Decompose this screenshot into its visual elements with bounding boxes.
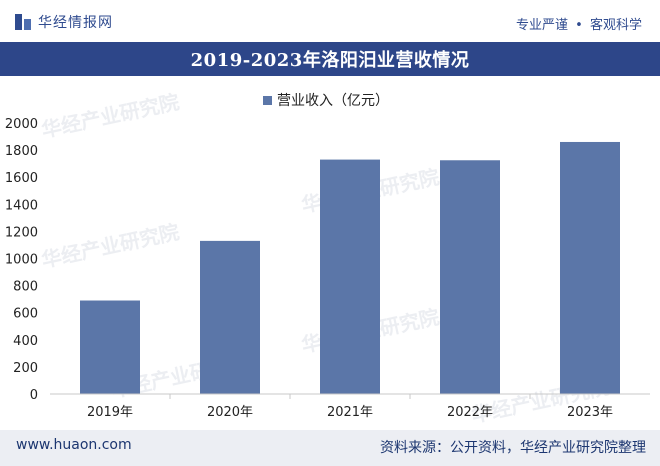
- bars: [80, 141, 620, 394]
- website-link[interactable]: www.huaon.com: [16, 437, 132, 453]
- slogan: 专业严谨 • 客观科学: [516, 14, 642, 33]
- x-tick-label: 2022年: [447, 405, 493, 420]
- logo-text: 华经情报网: [38, 15, 113, 31]
- footer: www.huaon.com 资料来源：公开资料，华经产业研究院整理: [0, 430, 660, 466]
- slogan-right: 客观科学: [589, 18, 642, 33]
- y-tick-label: 0: [30, 388, 38, 403]
- y-tick-label: 400: [13, 334, 38, 349]
- x-axis: 2019年 2020年 2021年 2022年 2023年: [50, 393, 650, 420]
- slogan-left: 专业严谨: [516, 18, 569, 33]
- chart-title: 2019-2023年洛阳汨业营收情况: [0, 42, 660, 76]
- y-tick-label: 2000: [5, 117, 38, 132]
- bar: [320, 159, 380, 394]
- y-axis: 0 200 400 600 800 1000 1200 1400 1600 1800 2000: [5, 117, 38, 403]
- y-tick-label: 1600: [5, 171, 38, 186]
- x-tick-label: 2019年: [87, 405, 133, 420]
- header: 华经情报网 专业严谨 • 客观科学: [0, 0, 660, 42]
- x-tick-label: 2021年: [327, 405, 373, 420]
- y-tick-label: 1000: [5, 253, 38, 268]
- y-tick-label: 600: [13, 307, 38, 322]
- logo-icon: [15, 14, 31, 30]
- y-tick-label: 200: [13, 361, 38, 376]
- logo[interactable]: 华经情报网: [14, 12, 113, 32]
- slogan-separator: •: [575, 18, 583, 33]
- legend-swatch: [263, 95, 272, 105]
- bar: [200, 240, 260, 394]
- bar: [560, 141, 620, 394]
- y-tick-label: 800: [13, 280, 38, 295]
- y-tick-label: 1200: [5, 225, 38, 240]
- bar: [440, 160, 500, 394]
- source-note: 资料来源：公开资料，华经产业研究院整理: [380, 440, 646, 456]
- x-tick-label: 2020年: [207, 405, 253, 420]
- bar-chart: 0 200 400 600 800 1000 1200 1400 1600 1800 2000 20…: [5, 117, 650, 420]
- bar: [80, 300, 140, 394]
- y-tick-label: 1800: [5, 144, 38, 159]
- y-tick-label: 1400: [5, 198, 38, 213]
- legend: 营业收入（亿元）: [263, 90, 389, 110]
- x-tick-label: 2023年: [567, 405, 613, 420]
- legend-label: 营业收入（亿元）: [277, 93, 389, 109]
